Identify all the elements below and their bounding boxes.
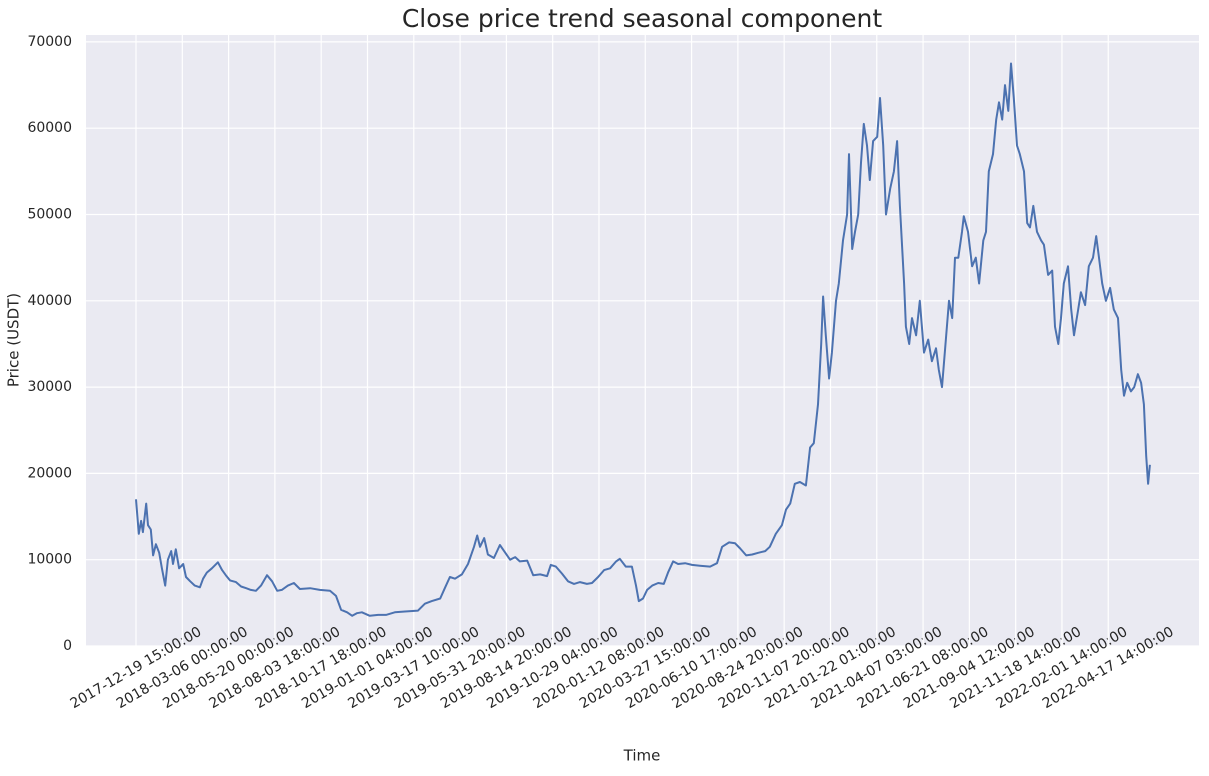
y-axis-label: Price (USDT) <box>5 293 23 387</box>
plot-area <box>86 35 1199 646</box>
y-tick-label: 70000 <box>27 34 72 50</box>
y-tick-label: 50000 <box>27 207 72 223</box>
y-tick-label: 60000 <box>27 120 72 136</box>
line <box>135 62 1151 617</box>
y-tick-label: 40000 <box>27 293 72 309</box>
y-tick-label: 30000 <box>27 379 72 395</box>
y-tick-label: 20000 <box>27 465 72 481</box>
x-axis-label: Time <box>623 747 661 765</box>
chart-title: Close price trend seasonal component <box>402 4 883 33</box>
y-tick-label: 10000 <box>27 552 72 568</box>
y-tick-label: 0 <box>63 638 72 654</box>
